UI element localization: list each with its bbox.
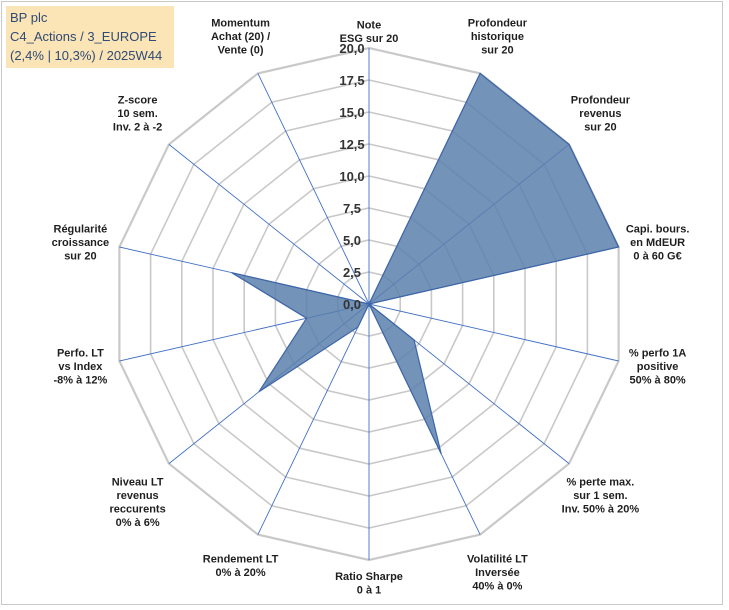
axis-label-line: Volatilité LT	[467, 554, 528, 566]
axis-label-line: Vente (0)	[218, 45, 264, 57]
stock-info-box: BP plc C4_Actions / 3_EUROPE (2,4% | 10,…	[6, 6, 174, 68]
axis-label-line: 40% à 0%	[472, 581, 522, 593]
axis-spoke-12	[168, 144, 370, 305]
axis-label-6: Volatilité LT Inversée 40% à 0%	[467, 554, 528, 593]
axis-label-5: % perte max. sur 1 sem. Inv. 50% à 20%	[562, 476, 640, 515]
axis-label-line: 0% à 20%	[216, 567, 266, 579]
tick-label: 17,5	[339, 73, 364, 88]
axis-label-line: Perfo. LT	[57, 347, 104, 359]
axis-label-line: croissance	[52, 237, 109, 249]
axis-label-line: Inv. 50% à 20%	[562, 503, 640, 515]
axis-label-8: Rendement LT 0% à 20%	[203, 554, 279, 580]
axis-label-line: Capi. bours.	[626, 224, 690, 236]
axis-label-line: Z-score	[118, 95, 158, 107]
stock-name: BP plc	[10, 10, 48, 25]
axis-label-13: Momentum Achat (20) / Vente (0)	[211, 18, 270, 57]
axis-label-line: revenus	[116, 490, 158, 502]
axis-spoke-4	[368, 303, 619, 362]
axis-label-line: Inversée	[475, 567, 520, 579]
tick-label: 20,0	[339, 41, 364, 56]
axis-spoke-8	[257, 303, 370, 535]
stock-stats: (2,4% | 10,3%) / 2025W44	[10, 48, 163, 63]
axis-label-line: sur 20	[64, 251, 96, 263]
axis-label-line: positive	[637, 361, 679, 373]
tick-label: 2,5	[343, 265, 361, 280]
radial-tick-labels: 0,0 2,5 5,0 7,5 10,0 12,5 15,0 17,5 20,0	[339, 41, 364, 312]
axis-label-line: 50% à 80%	[629, 374, 685, 386]
axis-label-12: Z-score 10 sem. Inv. 2 à -2	[113, 95, 162, 134]
axis-label-line: Profondeur	[468, 18, 528, 30]
axis-label-line: ESG sur 20	[340, 33, 399, 45]
axis-label-line: Niveau LT	[112, 476, 164, 488]
axis-label-11: Régularité croissance sur 20	[52, 224, 109, 263]
axis-label-line: Momentum	[211, 18, 270, 30]
axis-label-0: Note ESG sur 20	[340, 20, 399, 46]
axis-label-3: Capi. bours. en MdEUR 0 à 60 G€	[626, 224, 690, 263]
axis-label-line: Profondeur	[571, 95, 631, 107]
tick-label: 7,5	[343, 201, 361, 216]
radar-series	[231, 72, 620, 455]
axis-label-1: Profondeur historique sur 20	[468, 18, 528, 57]
tick-label: 12,5	[339, 137, 364, 152]
axis-label-line: sur 20	[584, 122, 616, 134]
axis-label-line: en MdEUR	[630, 237, 685, 249]
tick-label: 0,0	[343, 297, 361, 312]
axis-label-7: Ratio Sharpe 0 à 1	[335, 571, 403, 597]
axis-label-line: revenus	[579, 108, 621, 120]
stock-category: C4_Actions / 3_EUROPE	[10, 29, 157, 44]
axis-label-line: 10 sem.	[117, 108, 157, 120]
axis-label-line: sur 20	[481, 45, 513, 57]
axis-label-line: % perte max.	[566, 476, 634, 488]
axis-label-line: Achat (20) /	[211, 31, 270, 43]
axis-label-line: Rendement LT	[203, 554, 279, 566]
axis-label-line: Note	[357, 20, 381, 32]
axis-label-4: % perfo 1A positive 50% à 80%	[629, 347, 687, 386]
tick-label: 15,0	[339, 105, 364, 120]
axis-label-line: Inv. 2 à -2	[113, 122, 162, 134]
tick-label: 10,0	[339, 169, 364, 184]
axis-label-2: Profondeur revenus sur 20	[571, 95, 631, 134]
axis-label-10: Perfo. LT vs Index -8% à 12%	[53, 347, 107, 386]
axis-label-line: 0% à 6%	[116, 517, 160, 529]
axis-label-9: Niveau LT revenus reccurents 0% à 6%	[109, 476, 165, 529]
axis-label-line: sur 1 sem.	[573, 490, 627, 502]
tick-label: 5,0	[343, 233, 361, 248]
axis-spoke-13	[257, 73, 370, 305]
axis-label-line: Régularité	[54, 224, 108, 236]
axis-label-line: Ratio Sharpe	[335, 571, 403, 583]
axis-label-line: -8% à 12%	[53, 374, 107, 386]
axis-label-line: % perfo 1A	[629, 347, 687, 359]
axis-label-line: vs Index	[58, 361, 103, 373]
axis-label-line: 0 à 1	[357, 585, 381, 597]
axis-label-line: 0 à 60 G€	[633, 251, 681, 263]
axis-label-line: historique	[471, 31, 524, 43]
axis-label-line: reccurents	[109, 503, 165, 515]
